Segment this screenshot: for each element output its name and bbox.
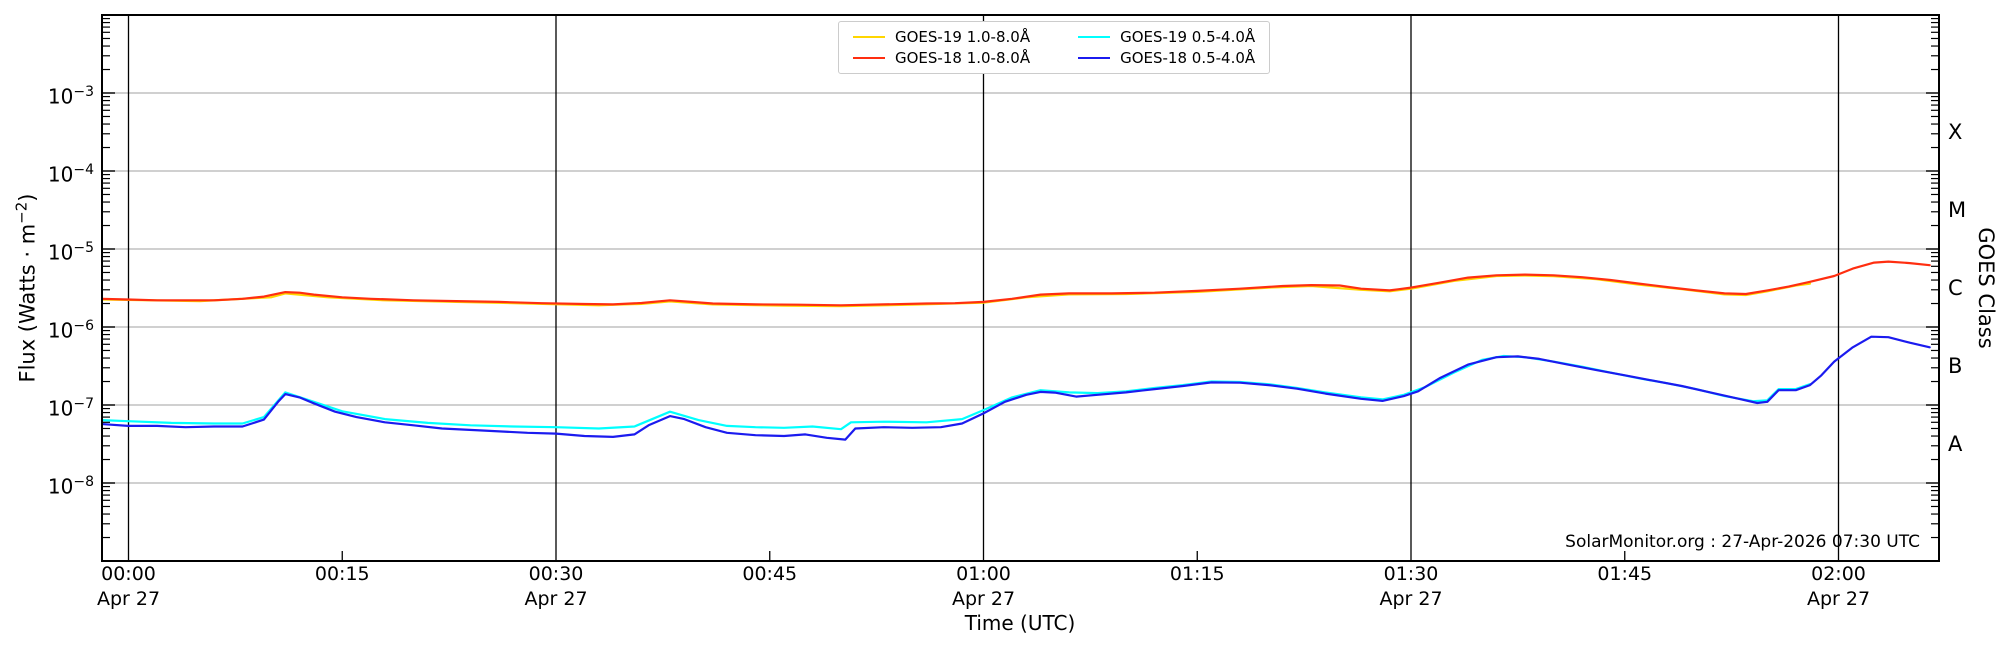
legend-item-goes19-short: GOES-19 0.5-4.0Å [1078,28,1255,46]
legend-line-swatch-blue [1078,57,1111,59]
legend-item-goes18-long: GOES-18 1.0-8.0Å [853,49,1030,67]
x-tick-date-sublabel: Apr 27 [96,588,161,610]
legend-line-swatch-red [853,57,885,59]
x-tick-label: 00:30 [528,563,584,585]
legend-label: GOES-19 1.0-8.0Å [895,28,1031,46]
x-tick-date-sublabel: Apr 27 [1806,588,1871,610]
goes-class-letter-c: C [1948,276,1963,300]
x-tick-date-sublabel: Apr 27 [951,588,1016,610]
x-tick-date-sublabel: Apr 27 [524,588,588,610]
legend: GOES-19 1.0-8.0Å GOES-18 1.0-8.0Å GOES-1… [838,21,1271,74]
watermark-text: SolarMonitor.org : 27-Apr-2026 07:30 UTC [1565,532,1920,552]
x-tick-label: 01:45 [1597,563,1653,585]
x-tick-label: 02:00 [1811,563,1866,585]
legend-line-swatch-cyan [1078,36,1111,38]
y-tick-label: 10−7 [47,396,94,421]
series-line-goes-18-1-0-8-0- [102,260,1931,307]
goes-class-letter-a: A [1948,432,1963,456]
series-line-goes-18-0-5-4-0- [102,335,1931,441]
y-tick-label: 10−8 [47,474,94,499]
y-tick-label: 10−4 [47,162,94,187]
x-tick-date-sublabel: Apr 27 [1379,588,1443,610]
grid-layer [102,15,1939,561]
legend-item-goes18-short: GOES-18 0.5-4.0Å [1078,49,1255,67]
x-tick-label: 00:00 [101,563,156,585]
y-tick-label: 10−3 [47,84,94,109]
goes-class-letter-b: B [1948,354,1963,378]
y-tick-label: 10−5 [47,240,94,265]
x-axis-title: Time (UTC) [964,611,1076,635]
legend-label: GOES-18 1.0-8.0Å [895,49,1031,67]
legend-label: GOES-18 0.5-4.0Å [1120,49,1256,67]
x-tick-label: 00:15 [314,563,370,585]
legend-line-swatch-yellow [853,36,885,38]
y-axis-title: Flux (Watts · m−2) [12,193,40,383]
plot-frame [101,14,1940,562]
goes-class-letter-m: M [1948,198,1967,222]
axis-ticks [102,17,1939,561]
x-tick-label: 00:45 [742,563,798,585]
x-tick-label: 01:30 [1383,563,1439,585]
legend-item-goes19-long: GOES-19 1.0-8.0Å [853,28,1030,46]
goes-class-letter-x: X [1948,120,1963,144]
y-tick-label: 10−6 [47,318,94,343]
series-line-goes-19-1-0-8-0- [102,274,1812,308]
x-tick-label: 01:00 [956,563,1011,585]
x-tick-label: 01:15 [1169,563,1225,585]
series-layer [102,260,1931,441]
right-axis-title: GOES Class [1974,227,1998,349]
legend-label: GOES-19 0.5-4.0Å [1120,28,1256,46]
